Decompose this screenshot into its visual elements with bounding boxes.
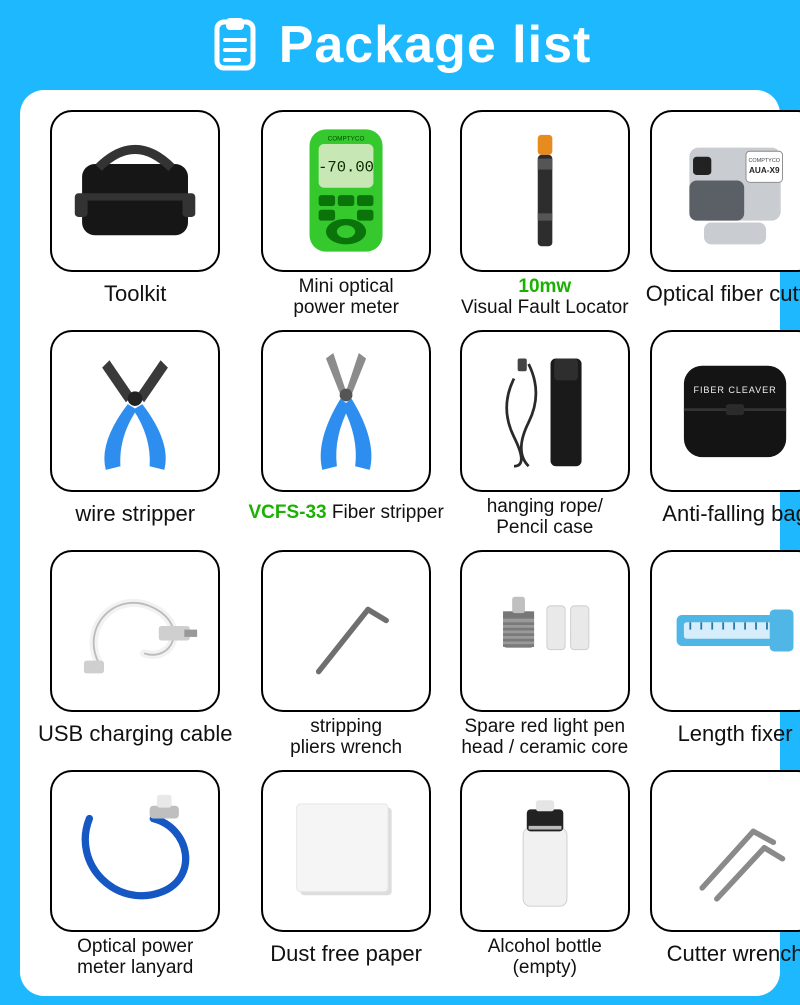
item-wire-stripper-tile [50,330,220,492]
item-wire-stripper-label: wire stripper [75,496,195,540]
item-cutter-wrench-label-line: Cutter wrench [667,942,800,967]
item-fiber-stripper: VCFS-33 Fiber stripper [248,330,443,540]
usb-cable-icon [62,561,208,700]
item-hanging-rope-label: hanging rope/Pencil case [487,496,603,540]
item-fiber-cutter-tile: COMPTYCO AUA-X9 [650,110,800,272]
item-alcohol-bottle-label: Alcohol bottle(empty) [488,936,602,980]
item-toolkit-tile [50,110,220,272]
item-power-meter-label-line: power meter [293,297,399,318]
item-spare-head-label: Spare red light penhead / ceramic core [461,716,628,760]
item-spare-head-tile [460,550,630,712]
svg-text:AUA-X9: AUA-X9 [749,167,780,176]
item-fiber-cutter-label-line: Optical fiber cutter [646,282,800,307]
item-pliers-wrench-label-line: stripping [310,716,382,737]
item-alcohol-bottle-label-line: (empty) [513,957,577,978]
connector-tubes-icon [472,561,618,700]
item-vfl-label: 10mwVisual Fault Locator [461,276,629,320]
item-usb-cable-label-line: USB charging cable [38,722,232,747]
item-alcohol-bottle-tile [460,770,630,932]
item-dust-paper: Dust free paper [248,770,443,980]
hex-key-pair-icon [662,781,800,920]
item-cutter-wrench-tile [650,770,800,932]
item-dust-paper-tile [261,770,431,932]
header: Package list [0,0,800,90]
item-hanging-rope-label-line: hanging rope/ [487,496,603,517]
svg-text:-70.00: -70.00 [318,159,374,177]
page-title: Package list [279,15,592,75]
item-lanyard-label-line: Optical power [77,936,193,957]
item-lanyard-label-line: meter lanyard [77,957,193,978]
item-length-fixer-label: Length fixer [678,716,793,760]
item-fiber-cutter: COMPTYCO AUA-X9 Optical fiber cutter [646,110,800,320]
svg-text:COMPTYCO: COMPTYCO [748,159,780,165]
item-dust-paper-label: Dust free paper [270,936,422,980]
item-toolkit-label: Toolkit [104,276,166,320]
bag-black-icon [62,121,208,260]
item-length-fixer-tile [650,550,800,712]
item-anti-fall-bag-label: Anti-falling bag [662,496,800,540]
item-length-fixer-label-line: Length fixer [678,722,793,747]
pliers-blue-a-icon [62,341,208,480]
rope-case-icon [472,341,618,480]
lanyard-blue-icon [62,781,208,920]
item-power-meter: COMPTYCO -70.00 Mini opticalpower meter [248,110,443,320]
package-grid: Toolkit COMPTYCO -70.00 Mini opticalpowe… [38,110,762,980]
svg-text:COMPTYCO: COMPTYCO [328,136,365,143]
item-fiber-stripper-label: VCFS-33 Fiber stripper [248,496,443,540]
item-usb-cable: USB charging cable [38,550,232,760]
ruler-blue-icon [662,561,800,700]
item-spare-head-label-line: Spare red light pen [465,716,626,737]
item-anti-fall-bag: FIBER CLEAVER Anti-falling bag [646,330,800,540]
item-power-meter-label: Mini opticalpower meter [293,276,399,320]
hex-key-single-icon [273,561,419,700]
clipboard-list-icon [209,16,261,74]
item-pliers-wrench-label-line: pliers wrench [290,737,402,758]
paper-white-icon [273,781,419,920]
item-anti-fall-bag-tile: FIBER CLEAVER [650,330,800,492]
item-dust-paper-label-line: Dust free paper [270,942,422,967]
item-anti-fall-bag-label-line: Anti-falling bag [662,502,800,527]
pen-orange-icon [472,121,618,260]
item-toolkit-label-line: Toolkit [104,282,166,307]
item-pliers-wrench-tile [261,550,431,712]
item-vfl-prefix: 10mw [518,276,571,297]
item-spare-head: Spare red light penhead / ceramic core [460,550,630,760]
item-usb-cable-tile [50,550,220,712]
item-wire-stripper: wire stripper [38,330,232,540]
item-hanging-rope-tile [460,330,630,492]
item-hanging-rope: hanging rope/Pencil case [460,330,630,540]
item-cutter-wrench: Cutter wrench [646,770,800,980]
item-lanyard: Optical powermeter lanyard [38,770,232,980]
bottle-white-icon [472,781,618,920]
case-black-icon: FIBER CLEAVER [662,341,800,480]
item-power-meter-tile: COMPTYCO -70.00 [261,110,431,272]
item-fiber-cutter-label: Optical fiber cutter [646,276,800,320]
item-length-fixer: Length fixer [646,550,800,760]
item-fiber-stripper-prefix: VCFS-33 [248,502,331,523]
item-vfl: 10mwVisual Fault Locator [460,110,630,320]
item-usb-cable-label: USB charging cable [38,716,232,760]
item-cutter-wrench-label: Cutter wrench [667,936,800,980]
package-card: Toolkit COMPTYCO -70.00 Mini opticalpowe… [20,90,780,996]
item-toolkit: Toolkit [38,110,232,320]
item-hanging-rope-label-line: Pencil case [496,517,593,538]
pliers-blue-b-icon [273,341,419,480]
item-lanyard-label: Optical powermeter lanyard [77,936,193,980]
cleaver-silver-icon: COMPTYCO AUA-X9 [662,121,800,260]
item-spare-head-label-line: head / ceramic core [461,737,628,758]
item-vfl-tile [460,110,630,272]
item-alcohol-bottle-label-line: Alcohol bottle [488,936,602,957]
item-fiber-stripper-tile [261,330,431,492]
item-lanyard-tile [50,770,220,932]
item-power-meter-label-line: Mini optical [299,276,394,297]
meter-green-icon: COMPTYCO -70.00 [273,121,419,260]
item-alcohol-bottle: Alcohol bottle(empty) [460,770,630,980]
item-wire-stripper-label-line: wire stripper [75,502,195,527]
item-fiber-stripper-label-line: Fiber stripper [332,502,444,523]
item-pliers-wrench: strippingpliers wrench [248,550,443,760]
item-vfl-label-line: Visual Fault Locator [461,297,629,318]
item-pliers-wrench-label: strippingpliers wrench [290,716,402,760]
svg-text:FIBER CLEAVER: FIBER CLEAVER [694,386,777,396]
